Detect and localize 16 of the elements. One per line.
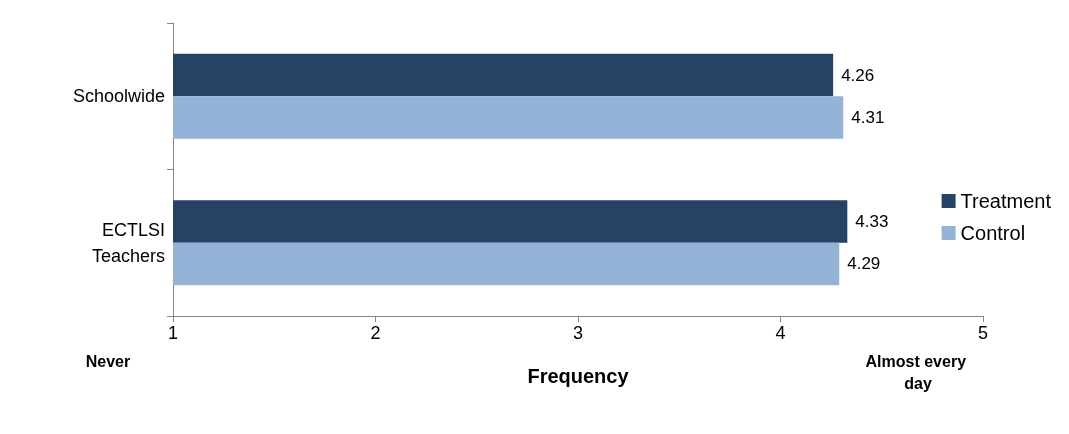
x-tick-label: 3	[572, 323, 584, 343]
text: Never	[85, 352, 131, 370]
legend-label: Treatment	[960, 190, 1052, 212]
text: Almost every day	[865, 352, 971, 392]
y-tick-label: Schoolwide	[72, 86, 165, 107]
x-tick-label: 4	[775, 323, 786, 343]
x-tick-label: 5	[977, 323, 989, 343]
legend-label: Control	[960, 222, 1026, 244]
x-tick-label: 1	[167, 323, 179, 343]
data-label: 4.26	[841, 65, 875, 85]
data-label: 4.29	[847, 254, 881, 274]
data-label: 4.33	[855, 212, 889, 232]
x-tick-label: 2	[370, 323, 381, 343]
data-label: 4.31	[851, 107, 885, 127]
x-axis-title: Frequency	[527, 365, 630, 387]
y-tick-label: ECTLSI Teachers	[91, 219, 165, 266]
